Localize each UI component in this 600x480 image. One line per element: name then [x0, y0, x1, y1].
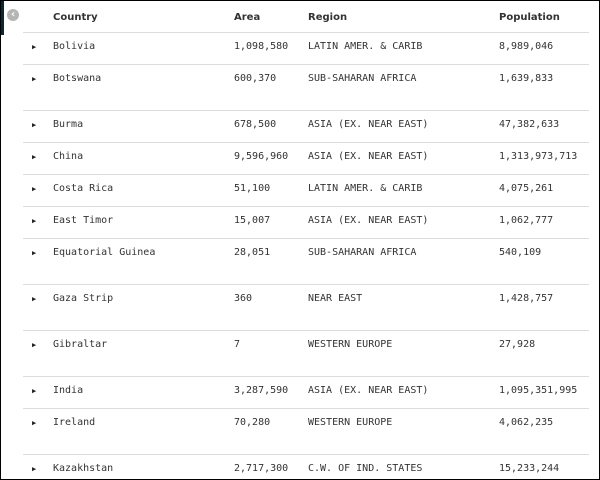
cell-country: Gaza Strip [53, 293, 114, 304]
cell-population: 4,075,261 [499, 183, 554, 194]
cell-area: 15,007 [234, 215, 271, 226]
cell-country: Ireland [53, 417, 96, 428]
back-chevron-icon[interactable]: ‹ [7, 9, 19, 21]
cell-population: 540,109 [499, 247, 542, 258]
table-row[interactable]: ▶ Gaza Strip 360 NEAR EAST 1,428,757 [23, 285, 589, 331]
left-edge-bar [1, 1, 4, 35]
cell-country: Botswana [53, 73, 102, 84]
cell-population: 1,428,757 [499, 293, 554, 304]
cell-area: 51,100 [234, 183, 271, 194]
cell-area: 600,370 [234, 73, 277, 84]
table-row[interactable]: ▶ Costa Rica 51,100 LATIN AMER. & CARIB … [23, 175, 589, 207]
cell-area: 28,051 [234, 247, 271, 258]
cell-population: 1,095,351,995 [499, 385, 578, 396]
expand-triangle-icon[interactable]: ▶ [32, 43, 37, 51]
cell-population: 15,233,244 [499, 463, 560, 474]
cell-region: ASIA (EX. NEAR EAST) [308, 385, 429, 396]
cell-country: Burma [53, 119, 84, 130]
expand-triangle-icon[interactable]: ▶ [32, 153, 37, 161]
header-population[interactable]: Population [499, 12, 560, 23]
cell-country: Bolivia [53, 41, 96, 52]
cell-population: 8,989,046 [499, 41, 554, 52]
countries-table: Country Area Region Population ▶ Bolivia… [23, 1, 589, 479]
table-row[interactable]: ▶ Botswana 600,370 SUB-SAHARAN AFRICA 1,… [23, 65, 589, 111]
table-row[interactable]: ▶ Bolivia 1,098,580 LATIN AMER. & CARIB … [23, 33, 589, 65]
cell-country: India [53, 385, 84, 396]
table-row[interactable]: ▶ Ireland 70,280 WESTERN EUROPE 4,062,23… [23, 409, 589, 455]
cell-population: 47,382,633 [499, 119, 560, 130]
cell-population: 1,062,777 [499, 215, 554, 226]
expand-triangle-icon[interactable]: ▶ [32, 419, 37, 427]
expand-triangle-icon[interactable]: ▶ [32, 185, 37, 193]
header-country[interactable]: Country [53, 12, 98, 23]
cell-region: ASIA (EX. NEAR EAST) [308, 215, 429, 226]
expand-triangle-icon[interactable]: ▶ [32, 121, 37, 129]
cell-population: 1,639,833 [499, 73, 554, 84]
cell-region: ASIA (EX. NEAR EAST) [308, 119, 429, 130]
cell-area: 678,500 [234, 119, 277, 130]
cell-country: Gibraltar [53, 339, 108, 350]
cell-region: ASIA (EX. NEAR EAST) [308, 151, 429, 162]
cell-area: 1,098,580 [234, 41, 289, 52]
table-row[interactable]: ▶ Burma 678,500 ASIA (EX. NEAR EAST) 47,… [23, 111, 589, 143]
cell-population: 1,313,973,713 [499, 151, 578, 162]
table-row[interactable]: ▶ India 3,287,590 ASIA (EX. NEAR EAST) 1… [23, 377, 589, 409]
expand-triangle-icon[interactable]: ▶ [32, 387, 37, 395]
cell-area: 7 [234, 339, 241, 350]
cell-region: WESTERN EUROPE [308, 339, 393, 350]
expand-triangle-icon[interactable]: ▶ [32, 341, 37, 349]
expand-triangle-icon[interactable]: ▶ [32, 249, 37, 257]
cell-population: 27,928 [499, 339, 536, 350]
cell-country: Costa Rica [53, 183, 114, 194]
table-row[interactable]: ▶ Gibraltar 7 WESTERN EUROPE 27,928 [23, 331, 589, 377]
cell-region: C.W. OF IND. STATES [308, 463, 423, 474]
expand-triangle-icon[interactable]: ▶ [32, 465, 37, 473]
table-row[interactable]: ▶ China 9,596,960 ASIA (EX. NEAR EAST) 1… [23, 143, 589, 175]
header-region[interactable]: Region [308, 12, 348, 23]
table-header: Country Area Region Population [23, 1, 589, 33]
cell-population: 4,062,235 [499, 417, 554, 428]
cell-area: 360 [234, 293, 253, 304]
expand-triangle-icon[interactable]: ▶ [32, 75, 37, 83]
table-row[interactable]: ▶ Equatorial Guinea 28,051 SUB-SAHARAN A… [23, 239, 589, 285]
cell-region: NEAR EAST [308, 293, 363, 304]
cell-country: Equatorial Guinea [53, 247, 156, 258]
cell-country: Kazakhstan [53, 463, 114, 474]
cell-region: LATIN AMER. & CARIB [308, 41, 423, 52]
expand-triangle-icon[interactable]: ▶ [32, 217, 37, 225]
cell-region: LATIN AMER. & CARIB [308, 183, 423, 194]
table-row[interactable]: ▶ East Timor 15,007 ASIA (EX. NEAR EAST)… [23, 207, 589, 239]
expand-triangle-icon[interactable]: ▶ [32, 295, 37, 303]
cell-region: SUB-SAHARAN AFRICA [308, 73, 417, 84]
cell-area: 70,280 [234, 417, 271, 428]
cell-area: 9,596,960 [234, 151, 289, 162]
cell-region: SUB-SAHARAN AFRICA [308, 247, 417, 258]
cell-area: 2,717,300 [234, 463, 289, 474]
cell-country: China [53, 151, 84, 162]
cell-country: East Timor [53, 215, 114, 226]
table-row[interactable]: ▶ Kazakhstan 2,717,300 C.W. OF IND. STAT… [23, 455, 589, 479]
cell-region: WESTERN EUROPE [308, 417, 393, 428]
table-body: ▶ Bolivia 1,098,580 LATIN AMER. & CARIB … [23, 33, 589, 479]
header-area[interactable]: Area [234, 12, 261, 23]
cell-area: 3,287,590 [234, 385, 289, 396]
